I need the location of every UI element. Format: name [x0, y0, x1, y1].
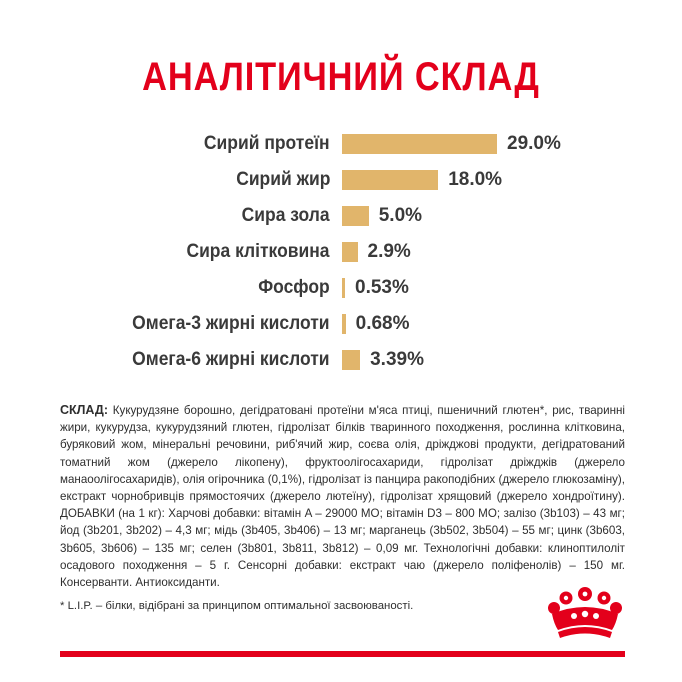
nutrient-row-ash: Сира зола 5.0% — [0, 202, 682, 230]
nutrient-row-omega3: Омега-3 жирні кислоти 0.68% — [0, 310, 682, 338]
nutrient-bar — [342, 314, 346, 334]
nutrient-row-fat: Сирий жир 18.0% — [0, 166, 682, 194]
nutrient-label: Омега-3 жирні кислоти — [132, 313, 330, 334]
nutrient-bar — [342, 242, 358, 262]
nutrient-value: 0.68% — [355, 313, 410, 334]
nutrient-row-protein: Сирий протеїн 29.0% — [0, 130, 682, 158]
nutrient-label: Сирий жир — [235, 169, 330, 190]
nutrient-value: 2.9% — [367, 241, 411, 262]
composition-label: СКЛАД: — [60, 403, 108, 417]
nutrient-row-phosphorus: Фосфор 0.53% — [0, 274, 682, 302]
bottom-accent-bar — [60, 651, 625, 657]
nutrient-value: 3.39% — [370, 349, 424, 370]
nutrient-bar — [342, 170, 439, 190]
nutrient-value: 5.0% — [378, 205, 423, 226]
nutrient-bar — [342, 206, 369, 226]
nutrient-bar — [342, 350, 361, 370]
composition-text: СКЛАД: Кукурудзяне борошно, дегідратован… — [60, 402, 625, 591]
composition-body: Кукурудзяне борошно, дегідратовані проте… — [60, 404, 625, 590]
nutrient-label: Фосфор — [258, 277, 330, 298]
nutrient-list: Сирий протеїн 29.0% Сирий жир 18.0% Сира… — [0, 130, 682, 374]
nutrient-row-fibre: Сира клітковина 2.9% — [0, 238, 682, 266]
page-title: АНАЛІТИЧНИЙ СКЛАД — [142, 55, 540, 99]
nutrient-bar — [342, 278, 345, 298]
nutrient-value: 18.0% — [448, 169, 503, 190]
nutrient-label: Сира клітковина — [186, 241, 330, 262]
footnote: * L.I.P. – білки, відібрані за принципом… — [60, 600, 414, 612]
nutrient-value: 29.0% — [507, 133, 561, 154]
nutrient-label: Сирий протеїн — [204, 133, 330, 154]
nutrient-value: 0.53% — [355, 277, 409, 298]
nutrient-label: Омега-6 жирні кислоти — [132, 349, 330, 370]
nutrient-row-omega6: Омега-6 жирні кислоти 3.39% — [0, 346, 682, 374]
nutrient-bar — [342, 134, 497, 154]
nutrient-label: Сира зола — [242, 205, 330, 226]
royal-canin-crown-logo — [548, 587, 622, 638]
